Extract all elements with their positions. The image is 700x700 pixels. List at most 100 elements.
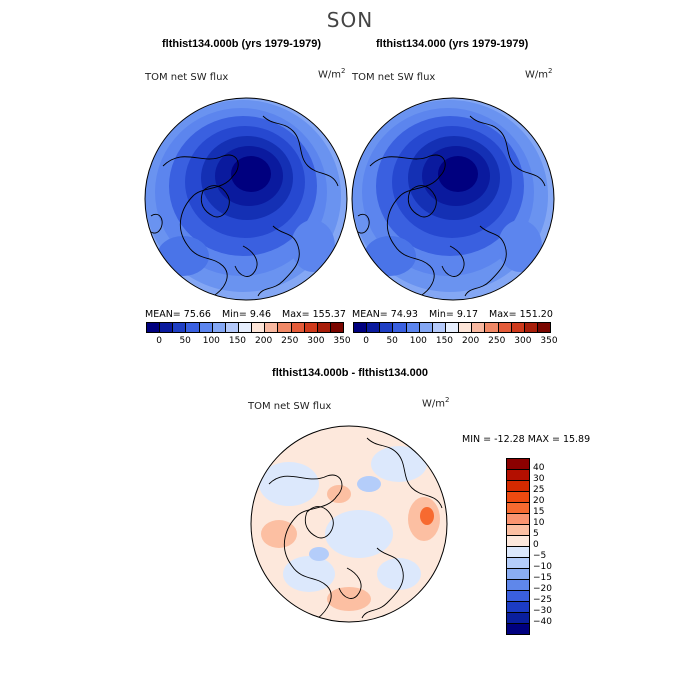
colorbar-tick-label: 10 xyxy=(533,518,545,528)
colorbar-swatch xyxy=(459,323,473,332)
colorbar-swatch xyxy=(291,323,305,332)
colorbar-tick-label: 40 xyxy=(533,463,545,473)
colorbar-swatch xyxy=(507,624,529,634)
diff-units: W/m2 xyxy=(422,396,450,410)
colorbar-swatch xyxy=(507,591,529,602)
colorbar-tick-label: 100 xyxy=(409,336,427,346)
colorbar-tick-label: 5 xyxy=(533,529,539,539)
colorbar-swatch xyxy=(173,323,187,332)
colorbar-tick-label: 200 xyxy=(255,336,273,346)
colorbar-swatch xyxy=(507,470,529,481)
colorbar-tick-label: 150 xyxy=(228,336,247,346)
right-max: Max= 151.20 xyxy=(489,309,553,320)
right-units: W/m2 xyxy=(525,67,553,81)
colorbar-tick-label: −40 xyxy=(533,617,552,627)
colorbar-tick-label: −20 xyxy=(533,584,552,594)
colorbar-swatch xyxy=(498,323,512,332)
colorbar-tick-label: 0 xyxy=(156,336,162,346)
colorbar-swatch xyxy=(524,323,538,332)
left-colorbar-ticks: 0 50 100 150 200 250 300 350 xyxy=(146,336,350,348)
colorbar-swatch xyxy=(367,323,381,332)
colorbar-tick-label: −10 xyxy=(533,562,552,572)
colorbar-swatch xyxy=(507,503,529,514)
colorbar-tick-label: −5 xyxy=(533,551,547,561)
colorbar-tick-label: 300 xyxy=(514,336,532,346)
colorbar-tick-label: 20 xyxy=(533,496,545,506)
season-title: SON xyxy=(326,8,374,32)
colorbar-swatch xyxy=(212,323,226,332)
colorbar-swatch xyxy=(354,323,368,332)
colorbar-swatch xyxy=(507,580,529,591)
colorbar-tick-label: 100 xyxy=(202,336,220,346)
colorbar-tick-label: 50 xyxy=(386,336,398,346)
colorbar-tick-label: −30 xyxy=(533,606,552,616)
colorbar-tick-label: −25 xyxy=(533,595,552,605)
colorbar-swatch xyxy=(507,525,529,536)
diff-panel-title: flthist134.000b - flthist134.000 xyxy=(272,367,428,379)
colorbar-swatch xyxy=(507,613,529,624)
colorbar-swatch xyxy=(147,323,161,332)
right-mean: MEAN= 74.93 xyxy=(352,309,418,320)
colorbar-tick-label: 200 xyxy=(462,336,480,346)
colorbar-tick-label: 30 xyxy=(533,474,545,484)
colorbar-tick-label: 300 xyxy=(307,336,325,346)
right-colorbar xyxy=(353,322,551,333)
right-polar-map xyxy=(351,97,555,301)
colorbar-tick-label: −15 xyxy=(533,573,552,583)
left-max: Max= 155.37 xyxy=(282,309,346,320)
colorbar-tick-label: 350 xyxy=(540,336,558,346)
colorbar-swatch xyxy=(432,323,446,332)
colorbar-tick-label: 250 xyxy=(488,336,506,346)
colorbar-swatch xyxy=(419,323,433,332)
colorbar-swatch xyxy=(380,323,394,332)
colorbar-swatch xyxy=(472,323,486,332)
colorbar-swatch xyxy=(511,323,525,332)
left-min: Min= 9.46 xyxy=(222,309,271,320)
right-panel-title: flthist134.000 (yrs 1979-1979) xyxy=(376,38,529,50)
colorbar-swatch xyxy=(507,602,529,613)
colorbar-swatch xyxy=(507,481,529,492)
colorbar-tick-label: 350 xyxy=(333,336,351,346)
colorbar-swatch xyxy=(278,323,292,332)
colorbar-swatch xyxy=(507,569,529,580)
colorbar-swatch xyxy=(406,323,420,332)
diff-colorbar xyxy=(506,458,530,635)
colorbar-swatch xyxy=(330,323,344,332)
left-colorbar xyxy=(146,322,344,333)
colorbar-swatch xyxy=(265,323,279,332)
right-field-label: TOM net SW flux xyxy=(352,72,436,83)
colorbar-swatch xyxy=(199,323,213,332)
colorbar-swatch xyxy=(507,558,529,569)
left-field-label: TOM net SW flux xyxy=(145,72,229,83)
colorbar-swatch xyxy=(252,323,266,332)
right-colorbar-ticks: 0 50 100 150 200 250 300 350 xyxy=(353,336,557,348)
diff-colorbar-ticks: 40 30 25 20 15 10 5 0 −5 −10 −15 −20 −25 −30 −40 xyxy=(533,458,563,638)
colorbar-swatch xyxy=(317,323,331,332)
colorbar-swatch xyxy=(507,492,529,503)
left-units: W/m2 xyxy=(318,67,346,81)
colorbar-swatch xyxy=(507,536,529,547)
diff-minmax: MIN = -12.28 MAX = 15.89 xyxy=(462,434,591,445)
colorbar-tick-label: 50 xyxy=(179,336,191,346)
colorbar-tick-label: 25 xyxy=(533,485,545,495)
colorbar-swatch xyxy=(186,323,200,332)
left-panel-title: flthist134.000b (yrs 1979-1979) xyxy=(162,38,321,50)
colorbar-tick-label: 0 xyxy=(363,336,369,346)
colorbar-swatch xyxy=(507,459,529,470)
diff-field-label: TOM net SW flux xyxy=(248,401,332,412)
colorbar-tick-label: 250 xyxy=(281,336,299,346)
colorbar-swatch xyxy=(160,323,174,332)
colorbar-swatch xyxy=(507,547,529,558)
colorbar-swatch xyxy=(485,323,499,332)
colorbar-swatch xyxy=(238,323,253,332)
diff-polar-map xyxy=(250,425,448,623)
colorbar-swatch xyxy=(537,323,551,332)
left-mean: MEAN= 75.66 xyxy=(145,309,211,320)
colorbar-tick-label: 0 xyxy=(533,540,539,550)
right-min: Min= 9.17 xyxy=(429,309,478,320)
colorbar-swatch xyxy=(393,323,407,332)
colorbar-swatch xyxy=(445,323,460,332)
colorbar-tick-label: 150 xyxy=(435,336,454,346)
colorbar-swatch xyxy=(304,323,318,332)
colorbar-tick-label: 15 xyxy=(533,507,545,517)
